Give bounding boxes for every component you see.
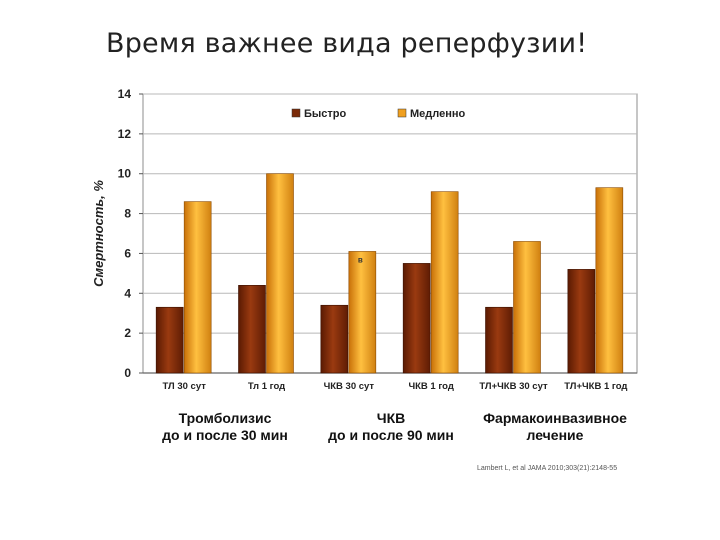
bar-slow — [595, 187, 624, 374]
bar-slow — [183, 201, 212, 374]
bar-slow — [266, 173, 294, 374]
y-tick-label: 4 — [124, 286, 131, 300]
x-tick-label: ТЛ 30 сут — [162, 381, 206, 392]
x-tick-label: ТЛ+ЧКВ 1 год — [564, 381, 627, 392]
bar-slow — [513, 241, 541, 374]
x-tick-label: Тл 1 год — [248, 381, 285, 392]
group-label-thrombolysis: Тромболизис до и после 30 мин — [162, 410, 288, 443]
citation: Lambert L, et al JAMA 2010;303(21):2148-… — [477, 465, 618, 472]
y-tick-label: 14 — [118, 87, 132, 101]
y-tick-label: 10 — [118, 167, 132, 181]
bar-fast — [320, 304, 349, 374]
y-tick-label: 8 — [124, 207, 131, 221]
x-tick-label: ТЛ+ЧКВ 30 сут — [479, 381, 548, 392]
bar-slow — [348, 251, 377, 374]
legend-label: Медленно — [410, 108, 466, 120]
legend-label: Быстро — [304, 108, 347, 120]
y-tick-label: 6 — [124, 246, 131, 260]
y-tick-label: 12 — [118, 127, 132, 141]
group-label-pci: ЧКВ до и после 90 мин — [328, 410, 454, 443]
legend-swatch — [291, 108, 301, 118]
legend-swatch — [397, 108, 407, 118]
bar-fast — [567, 269, 596, 374]
bar-fast — [402, 263, 431, 374]
bar-annotation: в — [358, 255, 363, 264]
bar-slow — [430, 191, 459, 374]
bar-fast — [155, 306, 184, 374]
bar-fast — [485, 306, 513, 374]
plot-area — [142, 93, 638, 374]
x-tick-label: ЧКВ 30 сут — [324, 381, 375, 392]
y-tick-label: 0 — [124, 366, 131, 380]
y-axis-label: Смертность, % — [91, 180, 106, 287]
bar-fast — [238, 285, 266, 374]
y-tick-label: 2 — [124, 326, 131, 340]
group-label-pharmacoinvasive: Фармакоинвазивное лечение — [483, 410, 627, 443]
slide-title: Время важнее вида реперфузии! — [106, 28, 588, 59]
x-tick-label: ЧКВ 1 год — [408, 381, 453, 392]
